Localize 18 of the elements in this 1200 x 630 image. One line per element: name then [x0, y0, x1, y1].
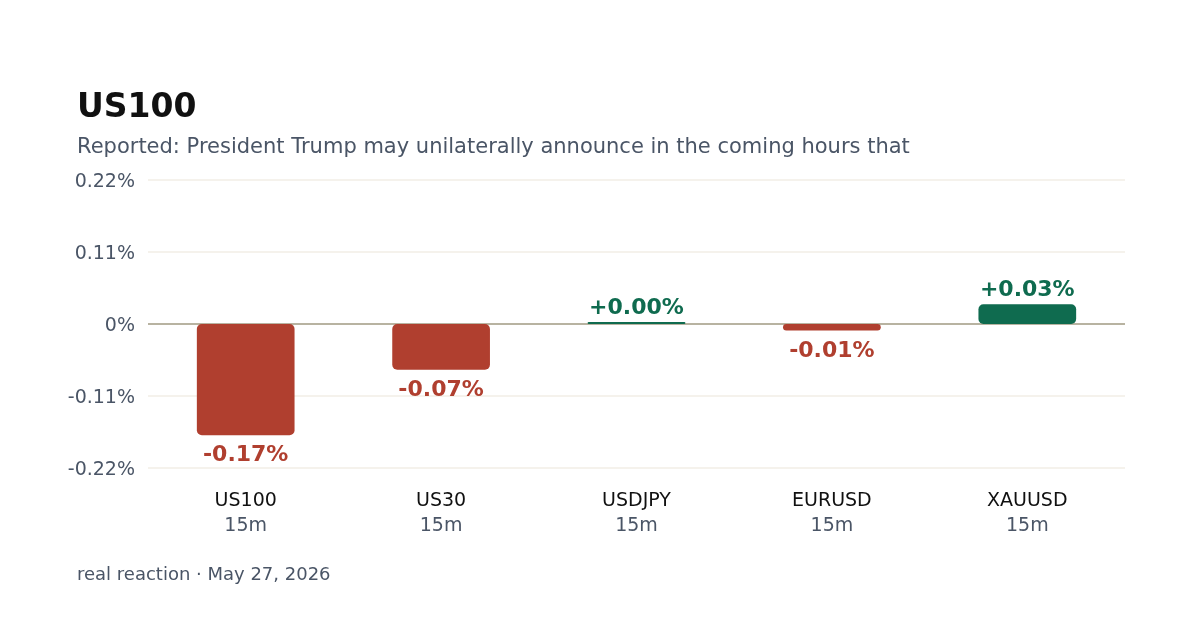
- data-label: -0.17%: [202, 441, 289, 467]
- chart-title: US100: [77, 86, 197, 125]
- chart-subtitle: Reported: President Trump may unilaterally announce in the coming hours that: [77, 134, 910, 158]
- y-tick-label: -0.22%: [67, 456, 135, 479]
- data-label: +0.03%: [979, 276, 1075, 302]
- x-tick-label: USDJPY 15m: [602, 488, 672, 535]
- y-tick-label: 0.11%: [74, 240, 135, 263]
- x-tick-label: XAUUSD 15m: [987, 488, 1068, 535]
- y-tick-label: -0.11%: [67, 384, 135, 407]
- y-tick-label: 0.22%: [74, 168, 135, 191]
- data-label: +0.00%: [589, 294, 684, 319]
- x-tick-label: EURUSD 15m: [792, 488, 872, 535]
- data-label: -0.07%: [398, 375, 484, 401]
- x-tick-label: US100 15m: [214, 488, 277, 535]
- y-tick-label: 0%: [104, 312, 135, 335]
- x-tick-label: US30 15m: [416, 488, 467, 535]
- text: real reaction · May 27, 2026: [77, 563, 331, 584]
- data-label: -0.01%: [789, 336, 875, 362]
